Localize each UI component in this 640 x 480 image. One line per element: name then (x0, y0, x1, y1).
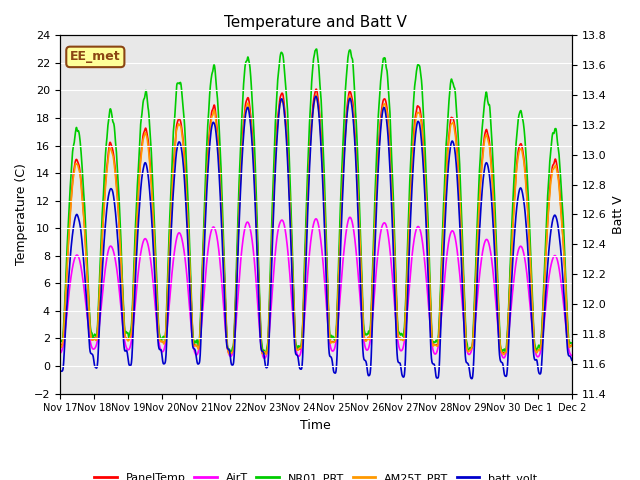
Y-axis label: Batt V: Batt V (612, 195, 625, 234)
Title: Temperature and Batt V: Temperature and Batt V (225, 15, 407, 30)
Legend: PanelTemp, AirT, NR01_PRT, AM25T_PRT, batt_volt: PanelTemp, AirT, NR01_PRT, AM25T_PRT, ba… (90, 468, 541, 480)
X-axis label: Time: Time (300, 419, 331, 432)
Y-axis label: Temperature (C): Temperature (C) (15, 164, 28, 265)
Text: EE_met: EE_met (70, 50, 121, 63)
